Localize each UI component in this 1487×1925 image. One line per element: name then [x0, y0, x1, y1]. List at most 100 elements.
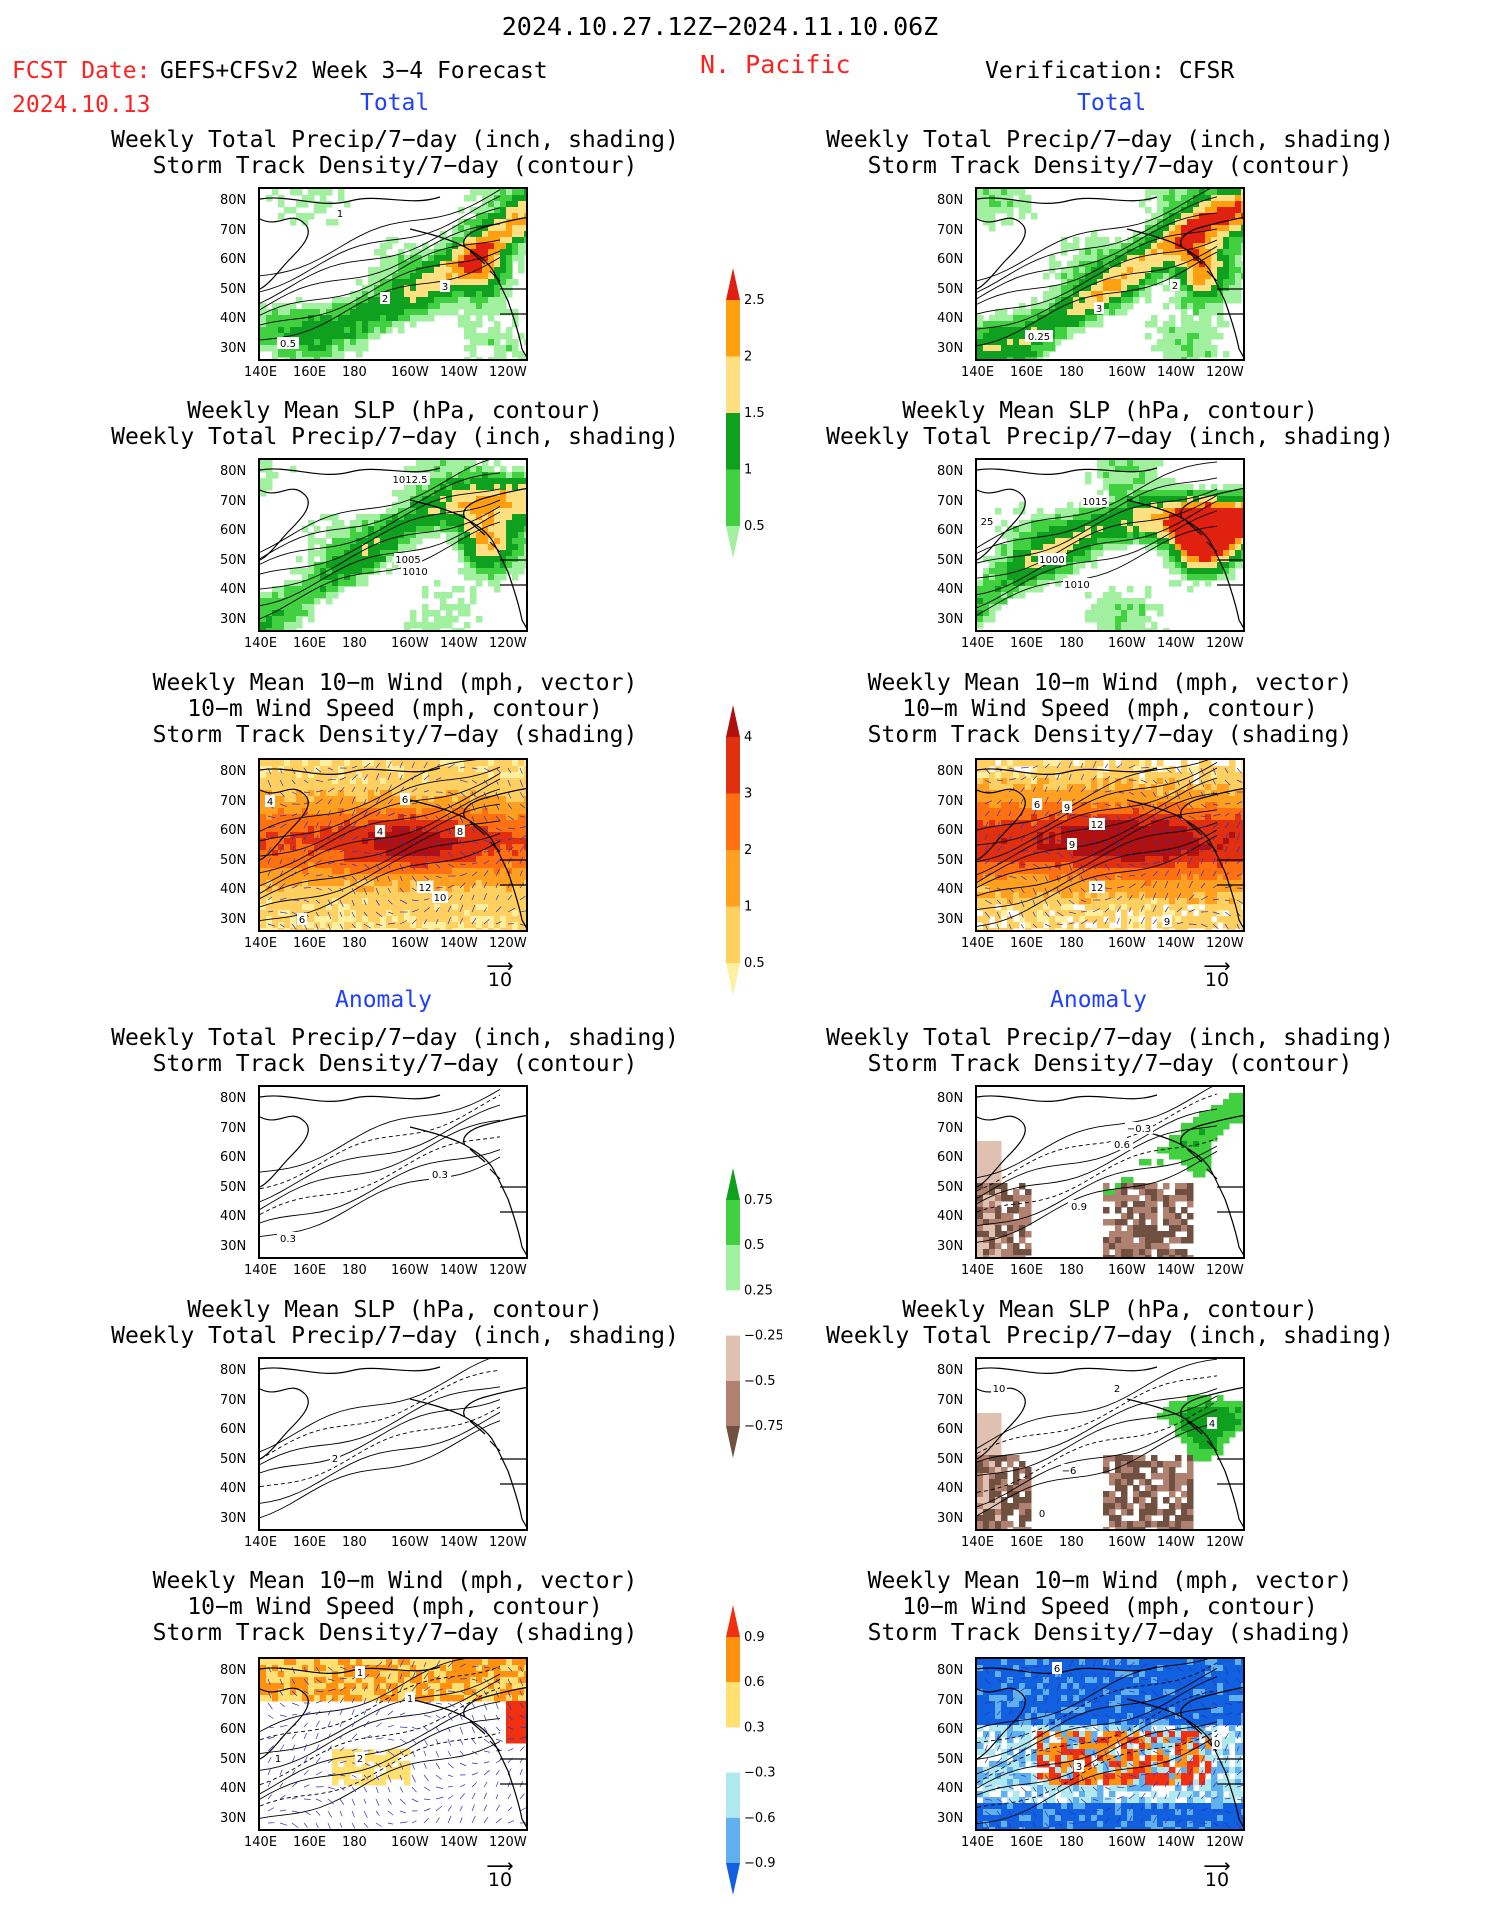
shading-cell: [326, 892, 333, 899]
shading-cell: [1067, 327, 1074, 334]
shading-cell: [338, 850, 345, 857]
region-label: N. Pacific: [700, 50, 851, 79]
shading-cell: [500, 478, 507, 485]
shading-cell: [995, 790, 1002, 797]
shading-cell: [290, 219, 297, 226]
shading-cell: [314, 826, 321, 833]
shading-cell: [494, 526, 501, 533]
wind-vector: [483, 850, 490, 853]
shading-cell: [1013, 556, 1020, 563]
shading-cell: [1121, 526, 1128, 533]
shading-cell: [500, 910, 507, 917]
shading-cell: [1061, 309, 1068, 316]
shading-cell: [434, 904, 441, 911]
shading-cell: [1205, 496, 1212, 503]
shading-cell: [488, 520, 495, 527]
shading-cell: [1019, 772, 1026, 779]
shading-cell: [308, 532, 315, 539]
shading-cell: [995, 598, 1002, 605]
wind-vector: [327, 787, 335, 793]
shading-cell: [296, 616, 303, 623]
shading-cell: [380, 285, 387, 292]
shading-cell: [488, 472, 495, 479]
shading-cell: [374, 273, 381, 280]
shading-cell: [500, 904, 507, 911]
shading-cell: [416, 267, 423, 274]
shading-cell: [1163, 243, 1170, 250]
wind-vector: [339, 849, 345, 853]
shading-cell: [494, 195, 501, 202]
shading-cell: [338, 568, 345, 575]
wind-vector: [315, 859, 322, 865]
shading-cell: [380, 922, 387, 929]
shading-cell: [452, 844, 459, 851]
wind-vector: [471, 839, 478, 845]
shading-cell: [1187, 550, 1194, 557]
shading-cell: [284, 826, 291, 833]
shading-cell: [524, 538, 526, 545]
shading-cell: [272, 916, 279, 923]
shading-cell: [1145, 508, 1152, 515]
shading-cell: [1109, 460, 1116, 467]
wind-vector: [267, 857, 271, 865]
shading-cell: [1223, 496, 1230, 503]
shading-cell: [488, 916, 495, 923]
shading-cell: [1241, 231, 1243, 238]
shading-cell: [1007, 550, 1014, 557]
shading-cell: [308, 604, 315, 611]
shading-cell: [1211, 484, 1218, 491]
shading-cell: [272, 826, 279, 833]
shading-cell: [326, 351, 333, 358]
shading-cell: [1091, 243, 1098, 250]
wind-vector: [351, 899, 355, 907]
shading-cell: [464, 195, 471, 202]
shading-cell: [512, 309, 519, 316]
wind-vector: [507, 767, 512, 774]
shading-cell: [404, 502, 411, 509]
shading-cell: [1037, 315, 1044, 322]
shading-cell: [470, 868, 477, 875]
shading-cell: [1157, 514, 1164, 521]
shading-cell: [416, 868, 423, 875]
wind-vector: [327, 799, 332, 805]
shading-cell: [989, 616, 996, 623]
shading-cell: [422, 928, 429, 930]
shading-cell: [452, 790, 459, 797]
shading-cell: [380, 544, 387, 551]
shading-cell: [464, 279, 471, 286]
shading-cell: [518, 568, 525, 575]
shading-cell: [260, 886, 267, 893]
shading-cell: [386, 520, 393, 527]
shading-cell: [1235, 484, 1242, 491]
shading-cell: [1241, 189, 1243, 196]
shading-cell: [338, 862, 345, 869]
shading-cell: [983, 580, 990, 587]
shading-cell: [1097, 598, 1104, 605]
shading-cell: [1013, 550, 1020, 557]
shading-cell: [356, 916, 363, 923]
shading-cell: [350, 327, 357, 334]
shading-cell: [1223, 231, 1230, 238]
shading-cell: [1187, 321, 1194, 328]
shading-cell: [308, 562, 315, 569]
shading-cell: [458, 916, 465, 923]
shading-cell: [983, 598, 990, 605]
shading-cell: [1103, 622, 1110, 629]
shading-cell: [464, 472, 471, 479]
shading-cell: [1187, 778, 1194, 785]
shading-cell: [500, 778, 507, 785]
shading-cell: [1163, 514, 1170, 521]
shading-cell: [494, 826, 501, 833]
shading-cell: [440, 267, 447, 274]
wind-vector: [375, 887, 380, 895]
shading-cell: [458, 874, 465, 881]
shading-cell: [1007, 796, 1014, 803]
shading-cell: [1019, 820, 1026, 827]
shading-cell: [368, 279, 375, 286]
wind-vector: [303, 821, 309, 829]
shading-cell: [494, 916, 501, 923]
shading-cell: [410, 796, 417, 803]
shading-cell: [332, 351, 339, 358]
shading-cell: [1043, 580, 1050, 587]
shading-cell: [1013, 309, 1020, 316]
